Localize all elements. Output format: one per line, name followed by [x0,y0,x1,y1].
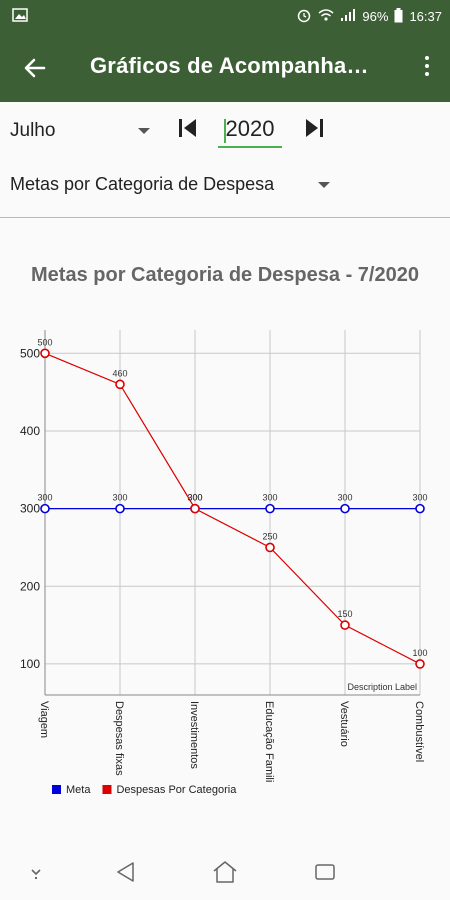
nav-recent-apps-icon[interactable] [314,861,336,888]
data-label: 300 [37,493,52,503]
x-tick-label: Investimentos [188,701,200,769]
chart-description: Description Label [347,682,417,692]
battery-level: 96% [362,9,389,24]
data-point [40,503,50,514]
data-point [415,503,425,514]
y-tick-label: 200 [20,579,40,593]
legend-swatch [102,785,112,794]
month-dropdown-chevron-icon[interactable] [138,128,150,134]
keyboard-hide-icon[interactable] [26,862,46,887]
divider [0,217,450,218]
filter-controls: Julho 2020 Metas por Categoria de Despes… [0,102,450,220]
data-point [340,620,350,630]
data-point [40,348,50,359]
data-point [115,503,125,514]
chart-grid [44,330,421,696]
data-label: 100 [412,648,427,658]
data-label: 250 [262,531,277,541]
y-axis: 100 200 300 400 500 [20,346,40,671]
y-tick-label: 400 [20,424,40,438]
gallery-icon [12,8,28,25]
overflow-menu-icon[interactable] [422,54,432,82]
nav-back-icon[interactable] [114,860,138,889]
chart-legend: Meta Despesas Por Categoria [52,784,237,796]
alarm-icon [296,7,312,26]
previous-year-icon[interactable] [176,116,200,140]
legend-swatch [52,785,61,794]
x-tick-label: Combustível [413,701,425,762]
data-label: 460 [112,368,127,378]
data-point [265,503,275,514]
battery-icon [394,7,403,26]
data-point [115,379,125,390]
x-tick-label: Educação Famili [263,701,275,782]
status-bar: 96% 16:37 [0,0,450,32]
data-label: 150 [337,609,352,619]
legend-label: Meta [66,784,91,796]
y-tick-label: 300 [20,502,40,516]
x-axis: Viagem Despesas fixas Investimentos Educaçã… [38,701,425,782]
data-label: 300 [187,493,202,503]
line-chart: 100 200 300 400 500 Viagem Despesas fixas Inve… [20,330,428,796]
chart-type-select[interactable]: Metas por Categoria de Despesa [10,174,275,194]
data-label: 300 [337,493,352,503]
nav-home-icon[interactable] [212,860,238,889]
signal-icon [340,8,356,25]
chart-type-dropdown-chevron-icon[interactable] [318,182,330,188]
data-label: 500 [37,337,52,347]
y-tick-label: 100 [20,657,40,671]
y-tick-label: 500 [20,346,40,360]
data-label: 300 [187,493,202,503]
data-point [265,542,275,553]
clock-time: 16:37 [409,9,442,24]
data-point [415,659,425,669]
legend-label: Despesas Por Categoria [116,784,237,796]
month-select[interactable]: Julho [10,120,56,141]
data-point [190,503,200,514]
back-arrow-icon[interactable] [20,52,52,84]
chart-title: Metas por Categoria de Despesa - 7/2020 [31,264,419,286]
year-input[interactable]: 2020 [218,116,282,148]
year-value: 2020 [225,116,275,141]
system-nav-bar [0,848,450,900]
data-label: 300 [112,493,127,503]
x-tick-label: Viagem [38,701,50,738]
page-title: Gráficos de Acompanha… [90,53,369,78]
x-tick-label: Vestuário [338,701,350,747]
data-label: 300 [412,493,427,503]
app-bar: Gráficos de Acompanha… [0,32,450,102]
x-tick-label: Despesas fixas [113,701,125,776]
series-line [44,352,421,665]
data-point [340,503,350,514]
next-year-icon[interactable] [302,116,326,140]
wifi-icon [318,8,334,25]
data-label: 300 [262,493,277,503]
